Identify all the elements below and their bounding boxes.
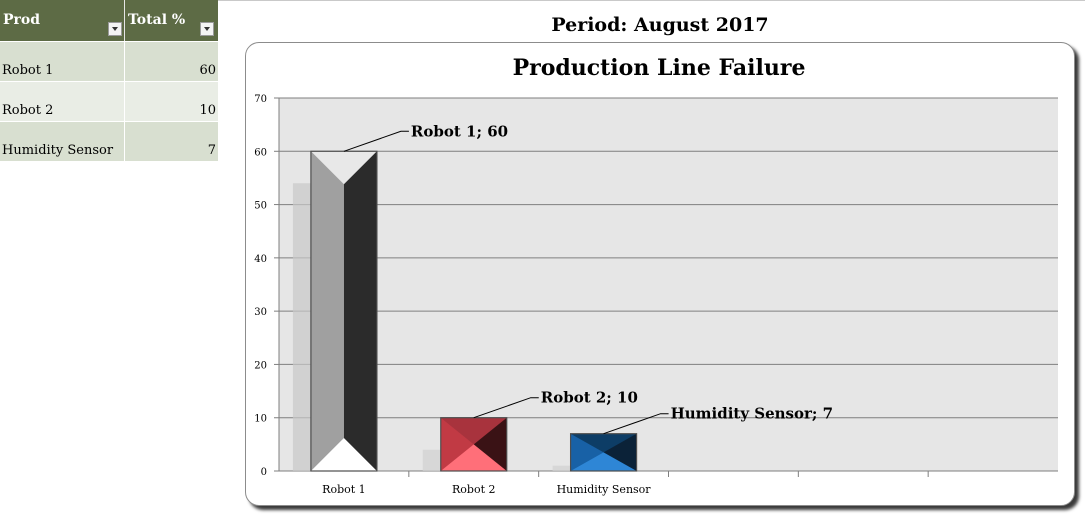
data-table: Prod Total % Robot 1 60 Robot 2 10 Humid… xyxy=(0,0,218,162)
y-tick-label: 0 xyxy=(261,467,267,478)
bar-top-face xyxy=(570,433,637,453)
bar-shadow xyxy=(292,183,313,472)
data-label-leader xyxy=(603,413,669,435)
bar-bottom-face xyxy=(440,444,507,471)
data-label: Robot 2; 10 xyxy=(541,389,638,407)
header-total: Total % xyxy=(125,0,218,41)
chart-svg: Production Line Failure 010203040506070 … xyxy=(254,55,1058,496)
bar-right-face xyxy=(343,151,377,471)
cell-total[interactable]: 10 xyxy=(199,103,216,118)
data-label: Robot 1; 60 xyxy=(411,122,508,140)
bar-left-face xyxy=(440,417,474,471)
cell-prod[interactable]: Robot 2 xyxy=(0,82,125,122)
bar-left-face xyxy=(570,433,604,471)
data-label-leader xyxy=(473,397,539,419)
y-tick-label: 30 xyxy=(254,307,267,318)
bar-left-face xyxy=(310,151,344,471)
data-label-leader xyxy=(343,130,409,152)
x-category-label: Robot 1 xyxy=(322,483,365,496)
table-row[interactable]: Humidity Sensor 7 xyxy=(0,121,218,162)
bar-shadow xyxy=(552,465,573,471)
table-header: Prod Total % xyxy=(0,0,218,41)
bar-top-face xyxy=(310,151,377,185)
chart-area[interactable]: Production Line Failure 0 10 20 30 40 50 60 70 … xyxy=(245,42,1075,506)
y-tick-label: 70 xyxy=(254,94,267,105)
y-tick-label: 10 xyxy=(254,414,267,425)
y-tick-label: 50 xyxy=(254,201,267,212)
bar-shadow xyxy=(422,449,443,471)
cell-total[interactable]: 60 xyxy=(199,63,216,78)
data-label: Humidity Sensor; 7 xyxy=(671,405,834,423)
cell-prod[interactable]: Humidity Sensor xyxy=(0,122,125,162)
table-row[interactable]: Robot 1 60 xyxy=(0,41,218,82)
bar[interactable] xyxy=(292,150,378,472)
plot-area xyxy=(279,98,1058,471)
bar[interactable] xyxy=(552,433,638,472)
y-tick-label: 20 xyxy=(254,360,267,371)
y-tick-label: 40 xyxy=(254,254,267,265)
filter-dropdown-icon[interactable] xyxy=(108,22,122,36)
header-total-label: Total % xyxy=(128,12,186,28)
table-row[interactable]: Robot 2 10 xyxy=(0,81,218,122)
bar-bottom-face xyxy=(570,452,637,471)
filter-dropdown-icon[interactable] xyxy=(200,22,214,36)
cell-prod[interactable]: Robot 1 xyxy=(0,42,125,82)
period-title: Period: August 2017 xyxy=(551,14,769,36)
bar-bottom-face xyxy=(310,438,377,471)
x-category-label: Humidity Sensor xyxy=(557,483,652,496)
top-border xyxy=(0,0,1085,1)
bar[interactable] xyxy=(422,417,508,472)
y-tick-label: 60 xyxy=(254,147,267,158)
chart-title: Production Line Failure xyxy=(513,55,806,81)
cell-total[interactable]: 7 xyxy=(207,143,216,158)
header-prod-label: Prod xyxy=(3,12,41,28)
bar-top-face xyxy=(440,417,507,445)
header-prod: Prod xyxy=(0,0,125,41)
bar-outline xyxy=(310,150,378,472)
x-category-label: Robot 2 xyxy=(452,483,495,496)
